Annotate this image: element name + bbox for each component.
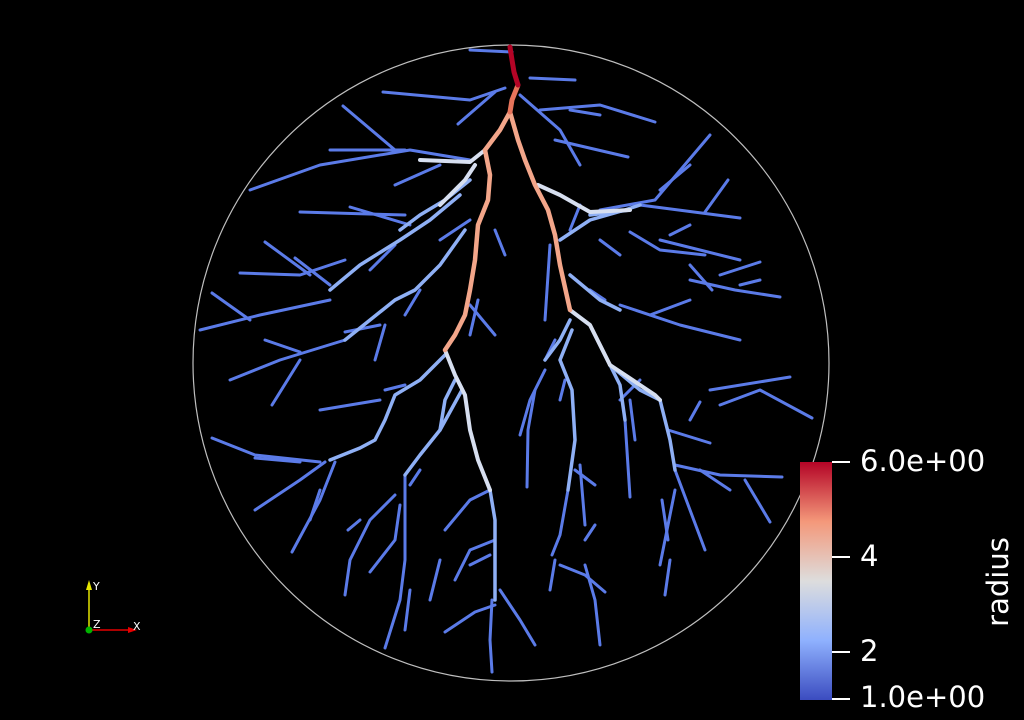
z-axis-dot-icon <box>85 626 93 634</box>
colorbar-tick-label-4: 4 <box>860 539 879 573</box>
colorbar-max-label: 6.0e+00 <box>860 444 986 478</box>
domain-boundary-circle <box>192 44 830 682</box>
z-axis-label: Z <box>93 618 101 631</box>
x-axis-arrow-icon <box>128 627 137 633</box>
colorbar <box>800 461 850 700</box>
orientation-axes-widget: Y Z X <box>85 580 141 634</box>
x-axis-label: X <box>133 620 141 633</box>
y-axis-label: Y <box>92 580 100 593</box>
colorbar-tick-label-2: 2 <box>860 634 879 668</box>
colorbar-gradient <box>800 462 832 700</box>
colorbar-min-label: 1.0e+00 <box>860 680 986 714</box>
vessel-branches <box>198 44 814 674</box>
colorbar-title: radius <box>981 537 1015 627</box>
y-axis-arrow-icon <box>86 580 92 590</box>
